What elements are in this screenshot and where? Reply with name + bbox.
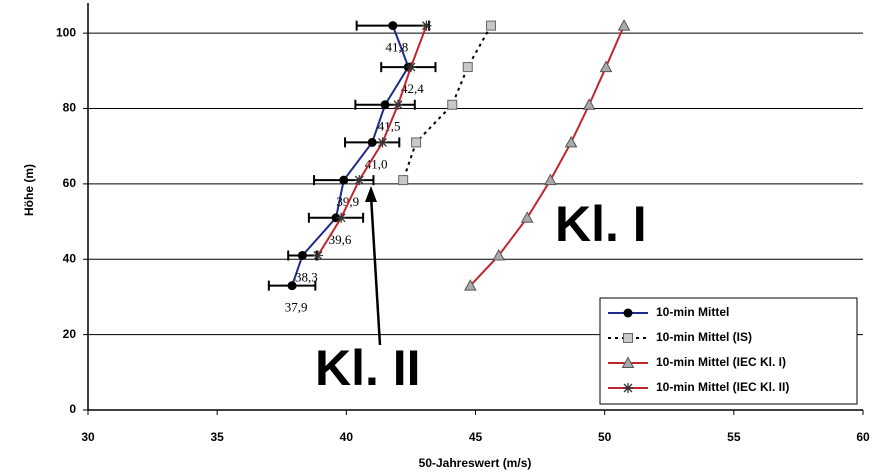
x-tick-label: 35	[210, 430, 224, 444]
legend-marker	[621, 356, 635, 368]
arrow-head	[365, 186, 377, 202]
legend-marker	[623, 383, 633, 393]
value-label: 37,9	[285, 300, 308, 315]
value-label: 38,3	[295, 269, 318, 284]
y-tick-label: 40	[63, 251, 77, 265]
point	[398, 175, 409, 186]
point	[388, 21, 398, 31]
arrow	[369, 195, 382, 346]
point	[393, 99, 403, 110]
y-axis-label: Höhe (m)	[22, 164, 36, 216]
point	[336, 212, 347, 223]
x-tick-label: 60	[856, 430, 870, 444]
y-tick-label: 20	[63, 327, 77, 341]
point	[486, 20, 496, 31]
legend-marker	[623, 333, 633, 343]
legend-marker	[623, 308, 633, 318]
legend-label: 10-min Mittel (IEC Kl. I)	[656, 355, 786, 369]
annotation: Kl. I	[555, 196, 647, 252]
value-label: 42,4	[401, 81, 424, 96]
point	[312, 250, 323, 261]
point	[447, 99, 458, 110]
point	[411, 137, 422, 148]
series-line	[291, 25, 410, 286]
legend-box	[599, 297, 858, 405]
point	[520, 211, 534, 223]
series-line	[402, 25, 492, 181]
x-tick-label: 50	[598, 430, 612, 444]
legend-label: 10-min Mittel (IS)	[656, 330, 752, 344]
point	[617, 19, 631, 31]
y-tick-label: 60	[63, 176, 77, 190]
x-tick-label: 40	[340, 430, 354, 444]
y-tick-label: 100	[56, 25, 76, 39]
point	[380, 100, 390, 110]
point	[582, 98, 596, 110]
point	[287, 281, 297, 291]
point	[564, 135, 578, 148]
y-tick-label: 0	[69, 402, 76, 416]
y-tick-label: 80	[63, 101, 77, 115]
value-label: 39,9	[336, 194, 359, 209]
point	[405, 62, 416, 73]
point	[367, 137, 377, 147]
value-label: 39,6	[329, 232, 352, 247]
x-tick-label: 55	[727, 430, 741, 444]
point	[544, 173, 557, 186]
series-line	[469, 25, 625, 287]
legend-label: 10-min Mittel (IEC Kl. II)	[656, 380, 789, 394]
point	[377, 137, 388, 148]
point	[421, 20, 432, 31]
point	[339, 175, 349, 185]
value-label: 41,8	[385, 40, 408, 55]
x-axis-label: 50-Jahreswert (m/s)	[419, 456, 532, 470]
x-tick-label: 30	[81, 430, 95, 444]
point	[492, 248, 506, 261]
annotation: Kl. II	[315, 340, 421, 396]
point	[354, 175, 365, 186]
x-tick-label: 45	[469, 430, 483, 444]
point	[462, 62, 473, 73]
point	[297, 250, 307, 260]
point	[463, 279, 477, 291]
legend-label: 10-min Mittel	[656, 305, 729, 319]
point	[599, 60, 613, 73]
